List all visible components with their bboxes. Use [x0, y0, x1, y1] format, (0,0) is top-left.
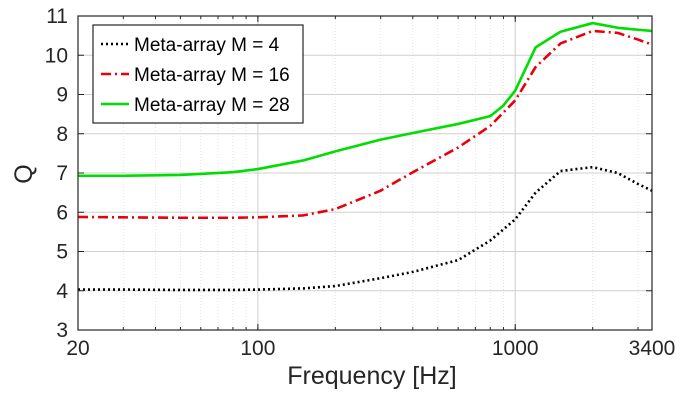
y-tick-label: 7 [56, 162, 68, 185]
legend: Meta-array M = 4 Meta-array M = 16 Meta-ar… [92, 24, 304, 124]
y-tick-label: 11 [46, 5, 68, 28]
y-tick-label: 6 [56, 201, 68, 224]
y-axis-label: Q [10, 164, 38, 183]
series-line-2 [77, 29, 653, 220]
series-line-3 [78, 21, 653, 178]
legend-label-1: Meta-array M = 4 [134, 35, 280, 56]
y-tick-label: 3 [56, 319, 68, 342]
x-tick-label: 1000 [492, 337, 539, 360]
x-tick-label: 3400 [629, 337, 676, 360]
y-tick-label: 9 [56, 84, 68, 107]
x-axis-label: Frequency [Hz] [287, 362, 457, 390]
x-tick-label: 20 [66, 337, 89, 360]
series-line-1 [78, 165, 653, 292]
y-tick-label: 4 [56, 280, 68, 303]
y-tick-label: 8 [56, 123, 68, 146]
y-tick-label: 10 [45, 44, 68, 67]
legend-label-3: Meta-array M = 28 [134, 95, 290, 116]
y-tick-label: 5 [56, 241, 68, 264]
legend-label-2: Meta-array M = 16 [134, 65, 290, 86]
x-tick-label: 100 [240, 337, 275, 360]
axes: 20 100 1000 3400 3 4 5 6 7 8 9 10 11 [45, 5, 676, 360]
